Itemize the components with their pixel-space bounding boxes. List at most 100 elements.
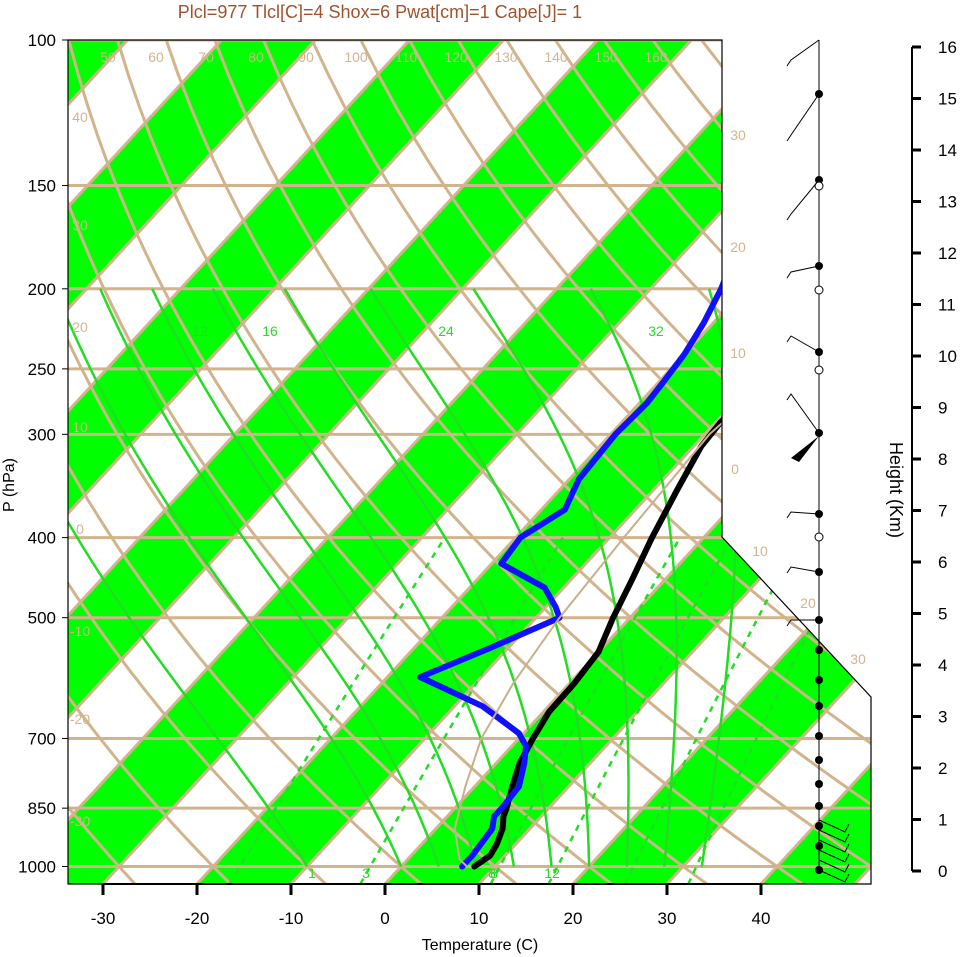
dry-adiabat-label: 30 [72, 217, 88, 233]
y-tick-label: 250 [28, 360, 56, 379]
parcel-line [453, 345, 810, 868]
isotherm-line [68, 40, 505, 884]
moist-adiabat-label: 10 [752, 543, 768, 559]
wind-level-dot [815, 780, 823, 788]
moist-adiabat-line [68, 288, 309, 868]
dry-adiabat-label: 10 [72, 419, 88, 435]
moist-adiabat-line [151, 288, 478, 867]
height-tick-label: 11 [938, 296, 956, 315]
y-tick-label: 100 [28, 31, 56, 50]
moist-adiabat-label: 30 [850, 651, 866, 667]
mixing-ratio-label: 32 [648, 323, 664, 339]
wind-level-dot [815, 822, 823, 830]
mixing-ratio-bottom-label: 1 [308, 865, 316, 881]
mixing-ratio-label: 16 [262, 323, 278, 339]
x-tick-label: 20 [564, 909, 583, 928]
dry-adiabat-label: 40 [72, 109, 88, 125]
wind-barb-low [818, 849, 850, 863]
mixing-ratio-label: 8 [488, 865, 496, 881]
y-tick-label: 850 [28, 799, 56, 818]
wind-barb [786, 335, 820, 353]
chart-title: Plcl=977 Tlcl[C]=4 Shox=6 Pwat[cm]=1 Cap… [178, 2, 582, 22]
dry-adiabat-line [359, 40, 871, 884]
wind-barb-low [818, 859, 850, 873]
x-tick-label: -20 [185, 909, 210, 928]
wind-barb [786, 566, 820, 574]
moist-adiabat-label: 20 [800, 595, 816, 611]
height-tick-label: 16 [938, 38, 957, 57]
wind-level-dot [815, 646, 823, 654]
isotherm-label: 80 [248, 49, 264, 65]
moist-adiabat-label: 10 [730, 345, 746, 361]
mixing-ratio-bottom-label: 8 [490, 865, 498, 881]
wind-barb [786, 393, 820, 434]
y-tick-label: 1000 [18, 857, 56, 876]
mixing-ratio-label: 12 [192, 323, 208, 339]
wind-barb [786, 619, 819, 627]
x-tick-label: 0 [380, 909, 389, 928]
wind-barb-column [786, 39, 850, 883]
isotherm-label: 70 [198, 49, 214, 65]
isotherm-label: 130 [494, 49, 518, 65]
height-tick-label: 1 [938, 811, 947, 830]
moist-adiabat-label: 20 [730, 239, 746, 255]
x-tick-label: -30 [91, 909, 116, 928]
moist-adiabat-label: 30 [730, 127, 746, 143]
isotherm-label: 150 [594, 49, 618, 65]
isotherm-line [68, 40, 599, 884]
isotherm-label: 160 [644, 49, 668, 65]
wind-level-dot [815, 732, 823, 740]
dry-adiabat-line [68, 40, 613, 884]
dry-adiabat-line [68, 40, 518, 884]
dry-adiabat-line [68, 40, 327, 884]
dry-adiabat-line [116, 40, 804, 884]
dry-adiabat-line [68, 40, 232, 884]
isotherm-line [68, 40, 693, 884]
moist-adiabat-line [283, 288, 553, 867]
grid-labels: 50 60 70 80 90 100 110 120 130 140 150 160403020100… [70, 49, 866, 881]
dry-adiabat-label: -10 [70, 623, 90, 639]
x-tick-label: 30 [658, 909, 677, 928]
wind-level-dot [815, 842, 823, 850]
wind-barb [786, 179, 820, 221]
wind-barb-low [818, 869, 850, 883]
mixing-ratio-line [359, 536, 564, 884]
isotherm-line [665, 40, 871, 884]
wind-barb-pennant [791, 436, 819, 462]
moist-adiabat-label: 0 [731, 461, 739, 477]
mixing-ratio-bottom-label: 12 [544, 865, 560, 881]
height-tick-label: 7 [938, 502, 947, 521]
isotherm-label: 60 [148, 49, 164, 65]
isotherm-label: 120 [444, 49, 468, 65]
height-tick-label: 14 [938, 141, 957, 160]
height-tick-label: 13 [938, 193, 957, 212]
height-tick-label: 9 [938, 399, 947, 418]
wind-barb [786, 93, 820, 142]
wind-barb [786, 39, 820, 67]
isotherm-label: 140 [544, 49, 568, 65]
moist-adiabat-line [99, 288, 440, 867]
wind-barb-low [818, 819, 850, 833]
isotherm-label: 50 [100, 49, 116, 65]
moist-adiabat-lines [68, 288, 738, 868]
temperature-band [68, 40, 316, 884]
moist-adiabat-line [472, 288, 630, 867]
y-tick-label: 150 [28, 177, 56, 196]
wind-barb [786, 511, 820, 519]
height-tick-label: 4 [938, 656, 947, 675]
wind-level-dot [815, 802, 823, 810]
dry-adiabat-label: -20 [70, 711, 90, 727]
height-tick-label: 12 [938, 244, 957, 263]
wind-level-open-dot [814, 365, 824, 375]
y-tick-label: 400 [28, 529, 56, 548]
dry-adiabat-line [68, 40, 423, 884]
wind-barb [786, 265, 820, 279]
isotherm-line [68, 40, 411, 884]
wind-level-open-dot [814, 181, 824, 191]
y-tick-label: 200 [28, 280, 56, 299]
x-tick-label: 40 [752, 909, 771, 928]
isotherm-line [68, 40, 223, 884]
dry-adiabat-label: 20 [72, 319, 88, 335]
